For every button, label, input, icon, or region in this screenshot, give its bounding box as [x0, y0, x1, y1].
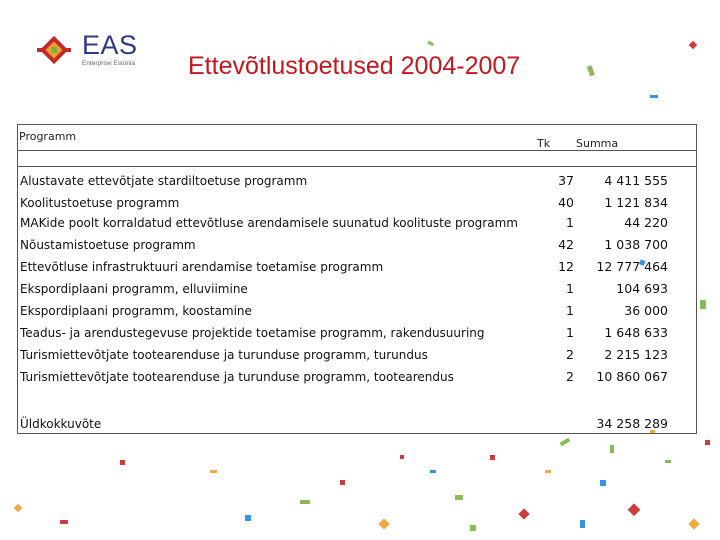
logo-subtitle: Enterprise Estonia — [82, 60, 136, 67]
program-sum: 10 860 067 — [596, 369, 668, 384]
eas-logo-mark-icon — [37, 35, 71, 65]
program-name: Teadus- ja arendustegevuse projektide to… — [20, 326, 485, 340]
program-name: Alustavate ettevõtjate stardiltoetuse pr… — [20, 174, 308, 188]
table-row: Ettevõtluse infrastruktuuri arendamise t… — [18, 258, 696, 276]
eas-logo: EAS Enterprise Estonia — [36, 30, 166, 70]
program-count: 1 — [566, 215, 574, 230]
header-program: Programm — [19, 130, 77, 143]
support-table: Programm Tk Summa Alustavate ettevõtjate… — [17, 124, 697, 434]
header-divider — [18, 150, 696, 151]
header-sum: Summa — [576, 137, 619, 150]
program-sum: 1 648 633 — [604, 325, 668, 340]
program-name: Turismiettevõtjate tootearenduse ja turu… — [20, 370, 454, 384]
program-count: 2 — [566, 347, 574, 362]
program-sum: 44 220 — [624, 215, 668, 230]
program-name: Ettevõtluse infrastruktuuri arendamise t… — [20, 260, 384, 274]
program-count: 42 — [558, 237, 574, 252]
total-sum: 34 258 289 — [596, 416, 668, 431]
logo-name: EAS — [82, 30, 138, 60]
table-row: Koolitustoetuse programm 40 1 121 834 — [18, 194, 696, 212]
table-row: Turismiettevõtjate tootearenduse ja turu… — [18, 368, 696, 386]
program-sum: 4 411 555 — [604, 173, 668, 188]
program-sum: 1 121 834 — [604, 195, 668, 210]
table-row: Ekspordiplaani programm, koostamine 1 36 0… — [18, 302, 696, 320]
table-row: Alustavate ettevõtjate stardiltoetuse pr… — [18, 172, 696, 190]
program-sum: 1 038 700 — [604, 237, 668, 252]
table-row: Nõustamistoetuse programm 42 1 038 700 — [18, 236, 696, 254]
header-bottom-divider — [18, 166, 696, 167]
program-name: Ekspordiplaani programm, elluviimine — [20, 282, 248, 296]
program-count: 2 — [566, 369, 574, 384]
program-sum: 104 693 — [616, 281, 668, 296]
program-count: 1 — [566, 303, 574, 318]
table-row: Ekspordiplaani programm, elluviimine 1 104… — [18, 280, 696, 298]
program-count: 37 — [558, 173, 574, 188]
program-count: 12 — [558, 259, 574, 274]
program-sum: 36 000 — [624, 303, 668, 318]
program-count: 1 — [566, 325, 574, 340]
table-row: MAKide poolt korraldatud ettevõtluse are… — [18, 214, 696, 232]
total-label: Üldkokkuvõte — [20, 417, 102, 431]
program-count: 1 — [566, 281, 574, 296]
program-count: 40 — [558, 195, 574, 210]
program-name: Turismiettevõtjate tootearenduse ja turu… — [20, 348, 428, 362]
program-sum: 2 215 123 — [604, 347, 668, 362]
table-row: Turismiettevõtjate tootearenduse ja turu… — [18, 346, 696, 364]
table-row: Teadus- ja arendustegevuse projektide to… — [18, 324, 696, 342]
program-name: MAKide poolt korraldatud ettevõtluse are… — [20, 216, 518, 230]
program-name: Koolitustoetuse programm — [20, 196, 180, 210]
program-sum: 12 777 464 — [596, 259, 668, 274]
program-name: Nõustamistoetuse programm — [20, 238, 196, 252]
program-name: Ekspordiplaani programm, koostamine — [20, 304, 252, 318]
header-tk: Tk — [537, 137, 551, 150]
page-title: Ettevõtlustoetused 2004-2007 — [188, 52, 521, 80]
